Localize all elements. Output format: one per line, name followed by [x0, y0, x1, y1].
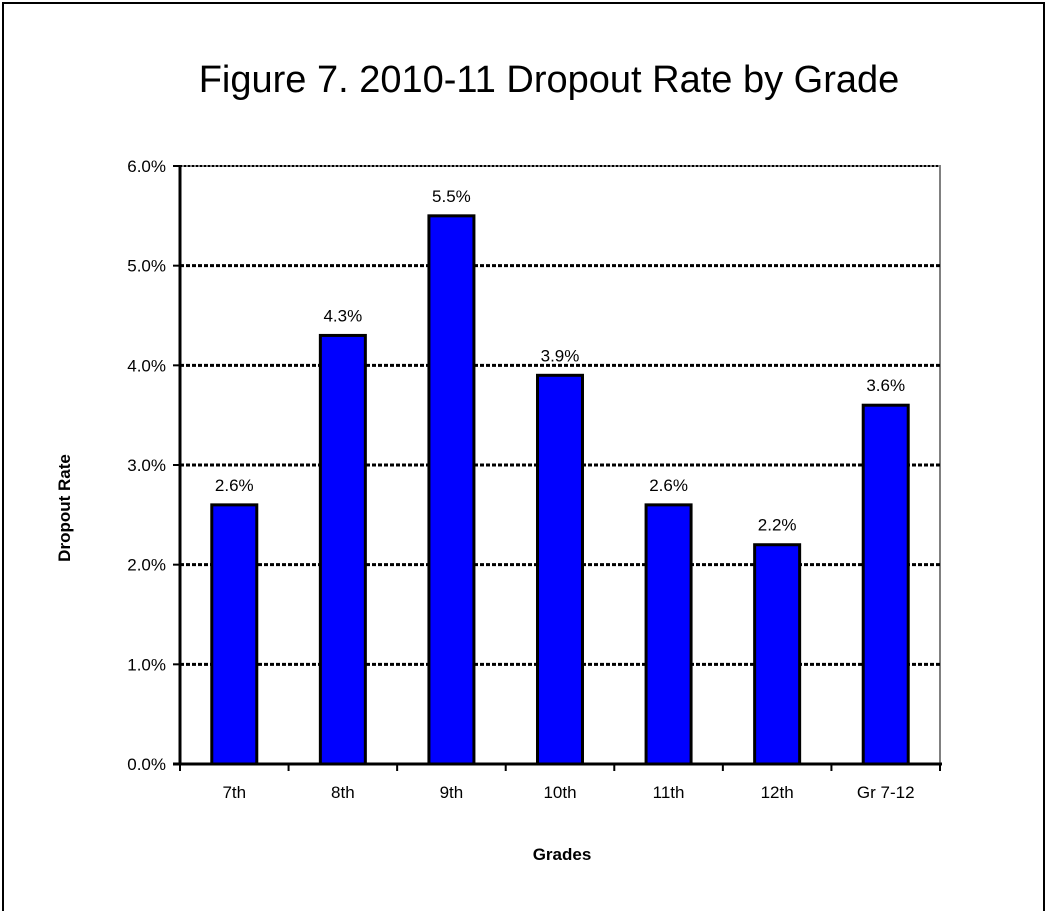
y-tick-labels: 0.0% 1.0% 2.0% 3.0% 4.0% 5.0% 6.0%: [127, 157, 166, 774]
data-label: 5.5%: [432, 187, 471, 206]
x-tick-label: 7th: [222, 783, 246, 802]
y-tick-label: 5.0%: [127, 257, 166, 276]
bar: [318, 333, 367, 766]
x-tick-label: Gr 7-12: [857, 783, 915, 802]
x-tick-label: 9th: [440, 783, 464, 802]
data-label: 3.6%: [866, 376, 905, 395]
bars: [210, 214, 910, 766]
y-tick-label: 3.0%: [127, 456, 166, 475]
y-tick-label: 4.0%: [127, 356, 166, 375]
y-axis-title: Dropout Rate: [55, 454, 74, 562]
x-tick-label: 12th: [761, 783, 794, 802]
data-label: 2.6%: [649, 476, 688, 495]
bar: [861, 403, 910, 766]
bar: [427, 214, 476, 766]
y-tick-label: 2.0%: [127, 556, 166, 575]
y-tick-label: 6.0%: [127, 157, 166, 176]
data-label: 2.2%: [758, 516, 797, 535]
chart-title: Figure 7. 2010-11 Dropout Rate by Grade: [199, 59, 900, 101]
x-tick-labels: 7th 8th 9th 10th 11th 12th Gr 7-12: [222, 783, 914, 802]
bar: [210, 503, 259, 766]
bar: [536, 373, 584, 766]
data-label: 2.6%: [215, 476, 254, 495]
x-tick-label: 10th: [543, 783, 576, 802]
bar: [753, 543, 802, 766]
bar: [644, 503, 693, 766]
data-label: 4.3%: [323, 306, 362, 325]
y-tick-label: 0.0%: [127, 755, 166, 774]
x-axis-title: Grades: [533, 845, 592, 864]
x-tick-label: 8th: [331, 783, 355, 802]
data-label: 3.9%: [541, 346, 580, 365]
axes: [173, 165, 942, 771]
y-tick-label: 1.0%: [127, 655, 166, 674]
data-labels: 2.6% 4.3% 5.5% 3.9% 2.6% 2.2% 3.6%: [215, 187, 905, 535]
x-tick-label: 11th: [653, 783, 685, 802]
